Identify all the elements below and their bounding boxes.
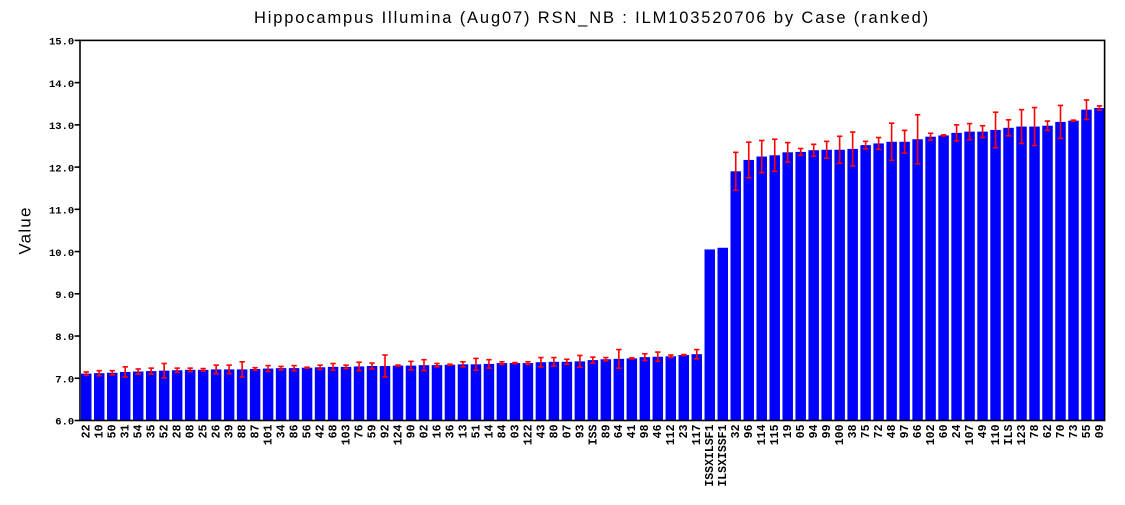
svg-text:50: 50 xyxy=(107,424,120,438)
svg-text:ISS: ISS xyxy=(587,424,600,445)
svg-text:13.0: 13.0 xyxy=(49,121,74,133)
svg-text:7.0: 7.0 xyxy=(55,374,74,386)
svg-text:43: 43 xyxy=(535,424,548,438)
svg-text:46: 46 xyxy=(652,424,665,438)
svg-text:9.0: 9.0 xyxy=(55,290,74,302)
svg-text:115: 115 xyxy=(769,424,782,445)
svg-text:ISSXILSF1: ISSXILSF1 xyxy=(704,424,717,486)
svg-text:54: 54 xyxy=(133,424,146,438)
svg-text:76: 76 xyxy=(353,424,366,438)
svg-text:15.0: 15.0 xyxy=(49,37,74,49)
svg-text:12.0: 12.0 xyxy=(49,163,74,175)
svg-text:ILS: ILS xyxy=(1003,424,1016,445)
svg-text:100: 100 xyxy=(834,424,847,445)
svg-text:55: 55 xyxy=(1081,424,1094,438)
svg-text:64: 64 xyxy=(613,424,626,438)
svg-text:96: 96 xyxy=(743,424,756,438)
svg-text:Value: Value xyxy=(16,206,35,254)
svg-text:24: 24 xyxy=(951,424,964,438)
svg-text:98: 98 xyxy=(639,424,652,438)
svg-text:19: 19 xyxy=(782,424,795,438)
svg-text:92: 92 xyxy=(379,424,392,438)
svg-text:90: 90 xyxy=(405,424,418,438)
svg-text:78: 78 xyxy=(1029,424,1042,438)
svg-text:ILSXISSF1: ILSXISSF1 xyxy=(717,424,730,486)
svg-text:70: 70 xyxy=(1055,424,1068,438)
svg-text:42: 42 xyxy=(314,424,327,438)
svg-text:60: 60 xyxy=(938,424,951,438)
svg-text:114: 114 xyxy=(756,424,769,445)
svg-text:88: 88 xyxy=(237,424,250,438)
svg-text:86: 86 xyxy=(288,424,301,438)
svg-text:73: 73 xyxy=(1068,424,1081,438)
svg-text:14: 14 xyxy=(483,424,496,438)
svg-text:59: 59 xyxy=(366,424,379,438)
svg-text:123: 123 xyxy=(1016,424,1029,445)
svg-text:10.0: 10.0 xyxy=(49,248,74,260)
svg-text:112: 112 xyxy=(665,424,678,445)
svg-text:93: 93 xyxy=(574,424,587,438)
svg-text:31: 31 xyxy=(120,424,133,438)
svg-text:56: 56 xyxy=(301,424,314,438)
svg-text:11.0: 11.0 xyxy=(49,206,74,218)
svg-text:72: 72 xyxy=(873,424,886,438)
svg-text:48: 48 xyxy=(886,424,899,438)
svg-text:51: 51 xyxy=(470,424,483,438)
svg-text:117: 117 xyxy=(691,424,704,445)
svg-text:68: 68 xyxy=(327,424,340,438)
svg-text:66: 66 xyxy=(912,424,925,438)
svg-text:16: 16 xyxy=(431,424,444,438)
svg-text:28: 28 xyxy=(172,424,185,438)
svg-text:6.0: 6.0 xyxy=(55,417,74,429)
svg-text:52: 52 xyxy=(159,424,172,438)
svg-text:13: 13 xyxy=(457,424,470,438)
svg-text:75: 75 xyxy=(860,424,873,438)
svg-text:102: 102 xyxy=(925,424,938,445)
svg-text:97: 97 xyxy=(899,424,912,438)
svg-text:08: 08 xyxy=(185,424,198,438)
svg-text:22: 22 xyxy=(81,424,94,438)
svg-text:62: 62 xyxy=(1042,424,1055,438)
svg-text:03: 03 xyxy=(509,424,522,438)
svg-text:36: 36 xyxy=(444,424,457,438)
svg-text:84: 84 xyxy=(496,424,509,438)
svg-text:49: 49 xyxy=(977,424,990,438)
svg-text:101: 101 xyxy=(263,424,276,445)
svg-text:39: 39 xyxy=(224,424,237,438)
svg-text:Hippocampus Illumina (Aug07) R: Hippocampus Illumina (Aug07) RSN_NB : IL… xyxy=(254,9,930,27)
svg-text:122: 122 xyxy=(522,424,535,445)
svg-text:94: 94 xyxy=(808,424,821,438)
svg-text:107: 107 xyxy=(964,424,977,445)
svg-text:05: 05 xyxy=(795,424,808,438)
svg-text:32: 32 xyxy=(730,424,743,438)
svg-text:09: 09 xyxy=(1094,424,1107,438)
svg-text:8.0: 8.0 xyxy=(55,332,74,344)
svg-text:07: 07 xyxy=(561,424,574,438)
svg-text:89: 89 xyxy=(600,424,613,438)
svg-text:34: 34 xyxy=(276,424,289,438)
svg-text:02: 02 xyxy=(418,424,431,438)
svg-text:35: 35 xyxy=(146,424,159,438)
svg-text:25: 25 xyxy=(198,424,211,438)
svg-text:103: 103 xyxy=(340,424,353,445)
svg-text:10: 10 xyxy=(94,424,107,438)
svg-text:26: 26 xyxy=(211,424,224,438)
svg-text:80: 80 xyxy=(548,424,561,438)
svg-text:110: 110 xyxy=(990,424,1003,445)
svg-text:124: 124 xyxy=(392,424,405,445)
svg-text:99: 99 xyxy=(821,424,834,438)
svg-text:14.0: 14.0 xyxy=(49,79,74,91)
svg-text:38: 38 xyxy=(847,424,860,438)
svg-text:23: 23 xyxy=(678,424,691,438)
svg-text:41: 41 xyxy=(626,424,639,438)
svg-text:87: 87 xyxy=(250,424,263,438)
